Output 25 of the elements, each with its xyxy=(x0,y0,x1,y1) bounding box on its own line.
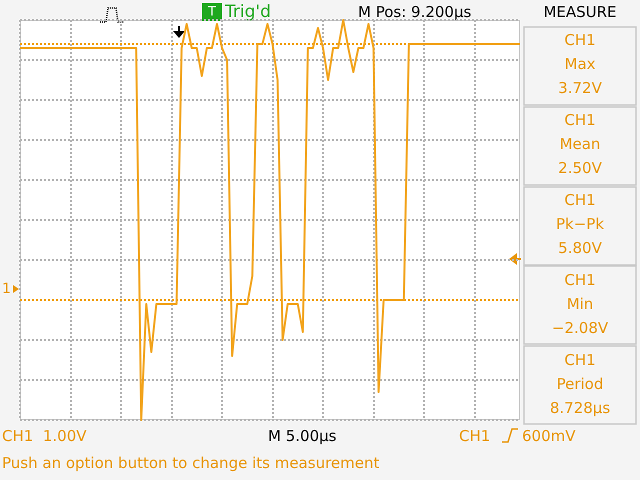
text: 8.728µs xyxy=(550,399,610,417)
text: CH1 xyxy=(564,351,596,369)
text: CH1 xyxy=(459,427,490,445)
annotation: M Pos: 9.200µs xyxy=(358,3,472,21)
text: M 5.00µs xyxy=(268,427,337,445)
text: Min xyxy=(566,295,594,313)
text: 2.50V xyxy=(558,159,603,177)
text: Push an option button to change its measurement xyxy=(2,454,380,472)
text: CH1 xyxy=(564,191,596,209)
text: 3.72V xyxy=(558,79,603,97)
text: MEASURE xyxy=(543,3,617,21)
text: 600mV xyxy=(522,427,576,445)
text: CH1 xyxy=(564,31,596,49)
text: Period xyxy=(556,375,604,393)
text: 5.80V xyxy=(558,239,603,257)
text: T xyxy=(207,4,216,20)
text: CH1 xyxy=(564,271,596,289)
text: Max xyxy=(564,55,596,73)
text: −2.08V xyxy=(552,319,609,337)
text: Mean xyxy=(560,135,600,153)
text: Pk−Pk xyxy=(556,215,604,233)
annotation: Trig'd xyxy=(224,2,271,22)
text: CH1 1.00V xyxy=(2,427,88,445)
text: 1 xyxy=(2,281,11,297)
text: CH1 xyxy=(564,111,596,129)
